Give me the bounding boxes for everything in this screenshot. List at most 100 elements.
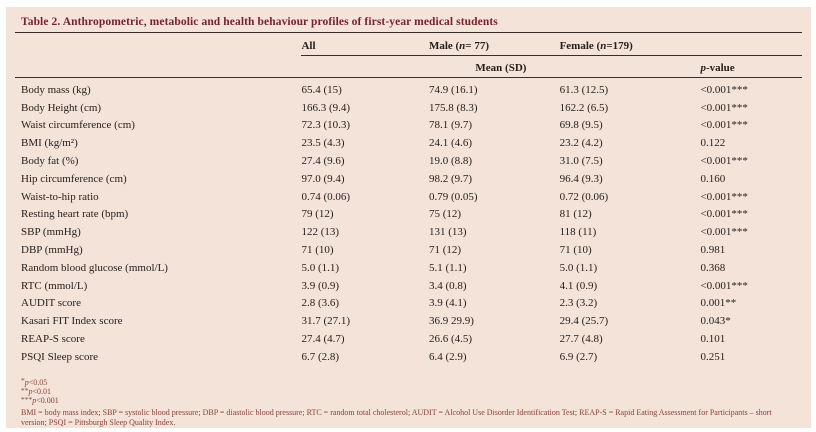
row-label: BMI (kg/m²) <box>21 137 78 150</box>
cell-male: 5.1 (1.1) <box>428 261 467 274</box>
row-label: REAP-S score <box>21 333 85 346</box>
header-all: All <box>301 33 429 56</box>
cell-all: 31.7 (27.1) <box>301 315 351 328</box>
cell-p-value: <0.001*** <box>700 208 748 221</box>
cell-female: 118 (11) <box>559 226 597 239</box>
cell-p-value: 0.251 <box>700 350 726 363</box>
cell-female: 162.2 (6.5) <box>559 101 609 114</box>
cell-male: 98.2 (9.7) <box>428 172 473 185</box>
cell-p-value: 0.160 <box>700 172 726 185</box>
cell-p-value: <0.001*** <box>700 155 748 168</box>
header-p-italic: p <box>700 62 706 74</box>
sig-2-stars: ** <box>21 385 29 395</box>
sig-1-stars: * <box>21 376 25 386</box>
table-row: Waist circumference (cm) 72.3 (10.3) 78.… <box>15 117 802 135</box>
header-mean-sd: Mean (SD) <box>301 55 701 78</box>
cell-male: 6.4 (2.9) <box>428 350 467 363</box>
row-label: Body fat (%) <box>21 155 79 168</box>
cell-p-value: 0.101 <box>700 333 726 346</box>
table-row: DBP (mmHg) 71 (10) 71 (12) 71 (10) 0.981 <box>15 241 802 259</box>
cell-all: 23.5 (4.3) <box>301 137 345 150</box>
header-p-value: p-value <box>700 55 802 78</box>
cell-male: 36.9 29.9) <box>428 315 474 328</box>
cell-p-value: <0.001*** <box>700 83 748 96</box>
cell-p-value: <0.001*** <box>700 226 748 239</box>
cell-female: 29.4 (25.7) <box>559 315 609 328</box>
cell-male: 71 (12) <box>428 244 462 257</box>
table-row: Resting heart rate (bpm) 79 (12) 75 (12)… <box>15 206 802 224</box>
table-row: Waist-to-hip ratio 0.74 (0.06) 0.79 (0.0… <box>15 188 802 206</box>
row-label: Kasari FIT Index score <box>21 315 123 328</box>
cell-male: 74.9 (16.1) <box>428 83 478 96</box>
cell-p-value: <0.001*** <box>700 119 748 132</box>
sig-note-1: *p<0.05 <box>21 376 802 387</box>
table-row: Body Height (cm) 166.3 (9.4) 175.8 (8.3)… <box>15 99 802 117</box>
cell-all: 6.7 (2.8) <box>301 350 340 363</box>
table-row: Body fat (%) 27.4 (9.6) 19.0 (8.8) 31.0 … <box>15 152 802 170</box>
cell-male: 0.79 (0.05) <box>428 190 478 203</box>
footnotes: *p<0.05 **p<0.01 ***p<0.001 BMI = body m… <box>15 376 802 428</box>
header-p-suffix: -value <box>705 62 735 74</box>
cell-male: 3.9 (4.1) <box>428 297 467 310</box>
header-female-prefix: Female ( <box>559 40 601 52</box>
table-panel: Table 2. Anthropometric, metabolic and h… <box>6 7 811 428</box>
cell-p-value: 0.001** <box>700 297 737 310</box>
sig-3-p: p <box>32 396 37 406</box>
row-label: RTC (mmol/L) <box>21 279 88 292</box>
row-label: Random blood glucose (mmol/L) <box>21 261 168 274</box>
sig-3-stars: *** <box>21 394 33 404</box>
cell-female: 31.0 (7.5) <box>559 155 603 168</box>
row-label: AUDIT score <box>21 297 81 310</box>
cell-all: 3.9 (0.9) <box>301 279 340 292</box>
row-label: Waist circumference (cm) <box>21 119 135 132</box>
row-label: Hip circumference (cm) <box>21 172 127 185</box>
table-header: All Male (n= 77) Female (n=179) Mean (SD… <box>15 33 802 78</box>
data-table: All Male (n= 77) Female (n=179) Mean (SD… <box>15 33 802 366</box>
header-female-suffix: =179) <box>606 40 633 52</box>
cell-male: 19.0 (8.8) <box>428 155 473 168</box>
cell-all: 65.4 (15) <box>301 83 342 96</box>
table-row: SBP (mmHg) 122 (13) 131 (13) 118 (11) <0… <box>15 223 802 241</box>
header-male-n: n <box>459 40 466 52</box>
sig-3-threshold: <0.001 <box>36 396 59 406</box>
abbreviations-note: BMI = body mass index; SBP = systolic bl… <box>21 407 772 427</box>
row-label: PSQI Sleep score <box>21 350 98 363</box>
cell-male: 3.4 (0.8) <box>428 279 467 292</box>
header-male-prefix: Male ( <box>428 40 460 52</box>
cell-female: 81 (12) <box>559 208 592 221</box>
table-row: Kasari FIT Index score 31.7 (27.1) 36.9 … <box>15 312 802 330</box>
cell-all: 72.3 (10.3) <box>301 119 351 132</box>
header-female-n: n <box>600 40 607 52</box>
cell-all: 27.4 (4.7) <box>301 333 345 346</box>
cell-p-value: <0.001*** <box>700 279 748 292</box>
table-body: Body mass (kg) 65.4 (15) 74.9 (16.1) 61.… <box>15 78 802 366</box>
cell-all: 166.3 (9.4) <box>301 101 351 114</box>
sig-1-threshold: <0.05 <box>28 377 48 387</box>
row-label: Resting heart rate (bpm) <box>21 208 129 221</box>
row-label: SBP (mmHg) <box>21 226 81 239</box>
header-empty-cell <box>15 33 301 56</box>
cell-male: 75 (12) <box>428 208 462 221</box>
cell-female: 6.9 (2.7) <box>559 350 598 363</box>
cell-female: 71 (10) <box>559 244 592 257</box>
row-label: DBP (mmHg) <box>21 244 83 257</box>
cell-female: 0.72 (0.06) <box>559 190 609 203</box>
cell-all: 71 (10) <box>301 244 334 257</box>
cell-female: 96.4 (9.3) <box>559 172 603 185</box>
table-row: RTC (mmol/L) 3.9 (0.9) 3.4 (0.8) 4.1 (0.… <box>15 277 802 295</box>
cell-all: 2.8 (3.6) <box>301 297 340 310</box>
sig-1-p: p <box>24 377 29 387</box>
cell-all: 79 (12) <box>301 208 334 221</box>
header-sub-row: Mean (SD) p-value <box>15 55 802 78</box>
cell-all: 0.74 (0.06) <box>301 190 351 203</box>
cell-all: 97.0 (9.4) <box>301 172 345 185</box>
sig-note-2: **p<0.01 <box>21 385 802 397</box>
table-row: Hip circumference (cm) 97.0 (9.4) 98.2 (… <box>15 170 802 188</box>
cell-female: 5.0 (1.1) <box>559 261 598 274</box>
row-label: Body Height (cm) <box>21 101 102 114</box>
cell-p-value: <0.001*** <box>700 101 748 114</box>
header-female: Female (n=179) <box>559 33 701 56</box>
cell-male: 131 (13) <box>428 226 467 239</box>
sig-note-3: ***p<0.001 <box>21 394 802 406</box>
